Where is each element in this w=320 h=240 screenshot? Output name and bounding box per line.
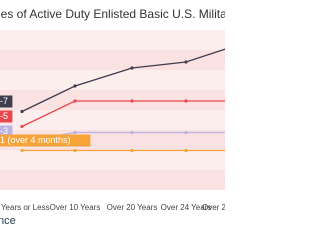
point bbox=[73, 99, 77, 103]
x-tick-label: Over 10 Years bbox=[50, 203, 101, 212]
point bbox=[130, 130, 134, 135]
point bbox=[184, 130, 188, 135]
chart: les of Active Duty Enlisted Basic U.S. M… bbox=[0, 7, 225, 225]
legend-label: 1 (over 4 months) bbox=[0, 135, 71, 145]
band bbox=[0, 170, 225, 190]
x-tick-label: Over 20 Years bbox=[107, 203, 158, 212]
x-tick-label: 2 Years or Less bbox=[0, 203, 50, 212]
band bbox=[0, 50, 225, 70]
x-tick-label: Over 24 Years bbox=[161, 203, 212, 212]
point bbox=[20, 124, 24, 129]
point bbox=[130, 66, 134, 70]
point bbox=[73, 148, 77, 153]
point bbox=[20, 109, 24, 114]
point bbox=[184, 148, 188, 153]
legend-label: -7 bbox=[0, 96, 8, 106]
point bbox=[184, 60, 188, 64]
point bbox=[130, 99, 134, 103]
legend-label: -5 bbox=[0, 111, 8, 121]
point bbox=[130, 148, 134, 153]
point bbox=[73, 130, 77, 135]
point bbox=[73, 84, 77, 88]
point bbox=[184, 99, 188, 103]
x-tick-label: Over 2 bbox=[202, 203, 225, 212]
page: {"chart_data": {"type": "line", "title":… bbox=[0, 7, 225, 225]
legend-swatch bbox=[0, 95, 13, 108]
chart-title: les of Active Duty Enlisted Basic U.S. M… bbox=[0, 7, 225, 21]
legend-swatch bbox=[0, 134, 91, 147]
legend-swatch bbox=[0, 110, 13, 123]
band bbox=[0, 90, 225, 110]
legend-label: -3 bbox=[0, 126, 8, 136]
point bbox=[20, 148, 24, 153]
brand: nce bbox=[0, 215, 16, 225]
